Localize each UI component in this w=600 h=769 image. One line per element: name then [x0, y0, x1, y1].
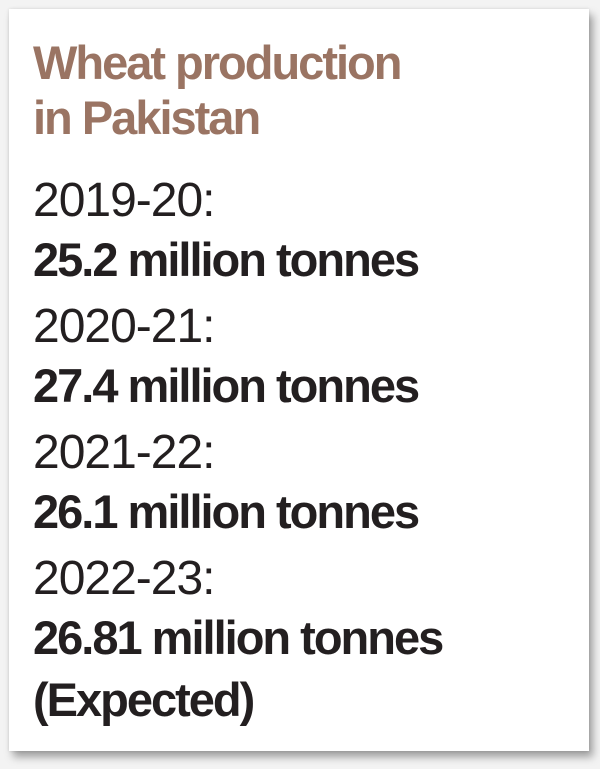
list-item: 2020-21: 27.4 million tonnes: [33, 299, 442, 417]
period-label: 2020-21:: [33, 300, 216, 353]
title-line-1: Wheat production: [33, 36, 402, 89]
period-label: 2021-22:: [33, 426, 216, 479]
production-value: 26.81 million tonnes: [33, 611, 444, 664]
production-value: 25.2 million tonnes: [33, 233, 420, 286]
title-line-2: in Pakistan: [33, 91, 261, 144]
infobox-card: Wheat production in Pakistan 2019-20: 25…: [9, 9, 589, 751]
production-list: 2019-20: 25.2 million tonnes 2020-21: 27…: [33, 173, 444, 739]
infobox-title: Wheat production in Pakistan: [33, 35, 402, 145]
expected-note: (Expected): [33, 673, 255, 726]
list-item: 2019-20: 25.2 million tonnes: [33, 173, 442, 291]
period-label: 2019-20:: [33, 174, 216, 227]
list-item: 2022-23: 26.81 million tonnes (Expected): [33, 551, 444, 731]
period-label: 2022-23:: [33, 552, 216, 605]
list-item: 2021-22: 26.1 million tonnes: [33, 425, 442, 543]
production-value: 27.4 million tonnes: [33, 359, 420, 412]
production-value: 26.1 million tonnes: [33, 485, 420, 538]
